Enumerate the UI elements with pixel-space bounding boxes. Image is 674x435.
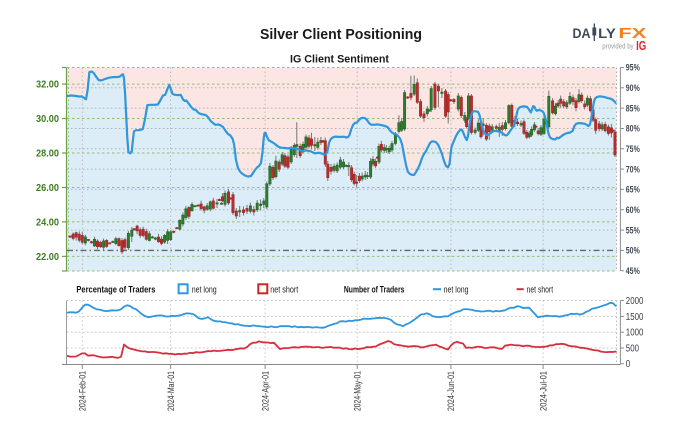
svg-text:65%: 65% <box>626 185 640 195</box>
svg-text:22.00: 22.00 <box>36 252 59 263</box>
svg-text:IG: IG <box>636 38 646 53</box>
svg-text:net long: net long <box>192 285 217 296</box>
svg-text:75%: 75% <box>626 144 640 154</box>
svg-text:1000: 1000 <box>626 328 644 339</box>
svg-text:50%: 50% <box>626 246 640 256</box>
svg-text:500: 500 <box>626 344 640 355</box>
svg-text:28.00: 28.00 <box>36 149 59 160</box>
svg-text:Number of Traders: Number of Traders <box>344 285 405 296</box>
svg-text:1500: 1500 <box>626 312 644 323</box>
svg-text:70%: 70% <box>626 164 640 174</box>
svg-text:2024-Jun-01: 2024-Jun-01 <box>446 371 456 411</box>
svg-text:LY: LY <box>598 26 616 41</box>
svg-text:0: 0 <box>626 359 631 370</box>
svg-text:2024-Apr-01: 2024-Apr-01 <box>260 371 270 411</box>
svg-text:32.00: 32.00 <box>36 80 59 91</box>
svg-text:2024-Feb-01: 2024-Feb-01 <box>78 371 88 411</box>
svg-text:2024-Jul-01: 2024-Jul-01 <box>538 371 548 411</box>
svg-text:net long: net long <box>444 285 469 296</box>
svg-text:IG Client Sentiment: IG Client Sentiment <box>290 54 389 66</box>
svg-text:55%: 55% <box>626 225 640 235</box>
svg-text:30.00: 30.00 <box>36 114 59 125</box>
svg-text:2024-May-01: 2024-May-01 <box>352 371 362 411</box>
svg-text:2024-Mar-01: 2024-Mar-01 <box>166 371 176 411</box>
svg-text:Silver Client Positioning: Silver Client Positioning <box>260 27 422 43</box>
svg-text:60%: 60% <box>626 205 640 215</box>
svg-text:net short: net short <box>527 285 554 296</box>
svg-text:95%: 95% <box>626 63 640 73</box>
svg-text:26.00: 26.00 <box>36 183 59 194</box>
svg-text:45%: 45% <box>626 266 640 276</box>
svg-text:2000: 2000 <box>626 296 644 307</box>
svg-text:85%: 85% <box>626 103 640 113</box>
svg-text:DA: DA <box>573 26 591 41</box>
svg-text:Percentage of Traders: Percentage of Traders <box>76 285 155 296</box>
svg-text:80%: 80% <box>626 124 640 134</box>
svg-text:90%: 90% <box>626 83 640 93</box>
svg-text:provided by: provided by <box>602 44 634 51</box>
svg-text:net short: net short <box>270 285 298 296</box>
svg-text:FX: FX <box>618 26 646 42</box>
svg-text:24.00: 24.00 <box>36 217 59 228</box>
